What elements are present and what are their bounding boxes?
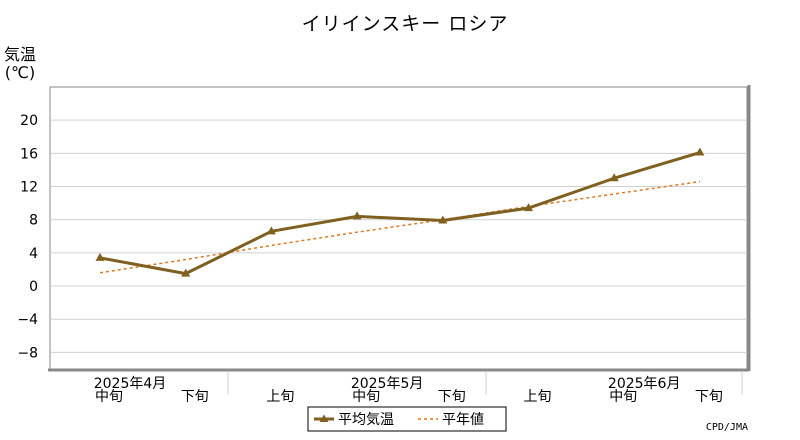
x-tick-label: 下旬 [695,389,723,405]
y-tick-label: 0 [29,279,38,295]
data-point-avg [695,147,705,156]
y-tick-label: 16 [20,146,38,162]
x-tick-label: 上旬 [524,389,552,405]
y-tick-label: 12 [20,180,38,196]
x-tick-label: 下旬 [438,389,466,405]
data-point-avg [438,215,448,224]
x-tick-label: 下旬 [181,389,209,405]
credit-text: CPD/JMA [706,422,748,433]
data-point-avg [352,211,362,220]
legend-box [307,406,507,432]
legend-label-avg: 平均気温 [338,412,394,428]
series-line-normal [99,180,701,274]
y-axis-unit: (℃) [5,63,35,82]
data-point-avg [95,252,105,261]
y-tick-label: −4 [17,312,38,328]
x-tick-label: 中旬 [95,389,123,405]
series-layer [95,147,705,277]
x-tick-label: 中旬 [352,389,380,405]
series-line-avg [99,151,701,276]
data-point-avg [181,268,191,277]
chart-title: イリインスキー ロシア [302,13,509,35]
plot-area [49,86,748,370]
data-point-avg [524,203,533,212]
x-tick-label: 上旬 [266,389,294,405]
data-point-avg [609,173,619,182]
x-month-label: 2025年4月 [94,376,167,392]
legend-marker-avg [319,414,329,422]
x-month-label: 2025年6月 [608,376,681,392]
y-tick-label: −8 [17,345,38,361]
y-axis-label: 気温 [4,45,36,64]
legend: 平均気温 平年値 [307,406,507,432]
x-month-label: 2025年5月 [351,376,424,392]
y-tick-label: 20 [20,113,38,129]
y-tick-labels: −8 −4 0 4 8 12 16 20 [17,113,38,361]
gridlines [50,119,747,353]
y-tick-label: 8 [29,213,38,229]
y-tick-label: 4 [29,246,38,262]
x-tick-label: 中旬 [609,389,637,405]
data-point-avg [266,226,276,235]
legend-label-normal: 平年値 [442,412,484,428]
